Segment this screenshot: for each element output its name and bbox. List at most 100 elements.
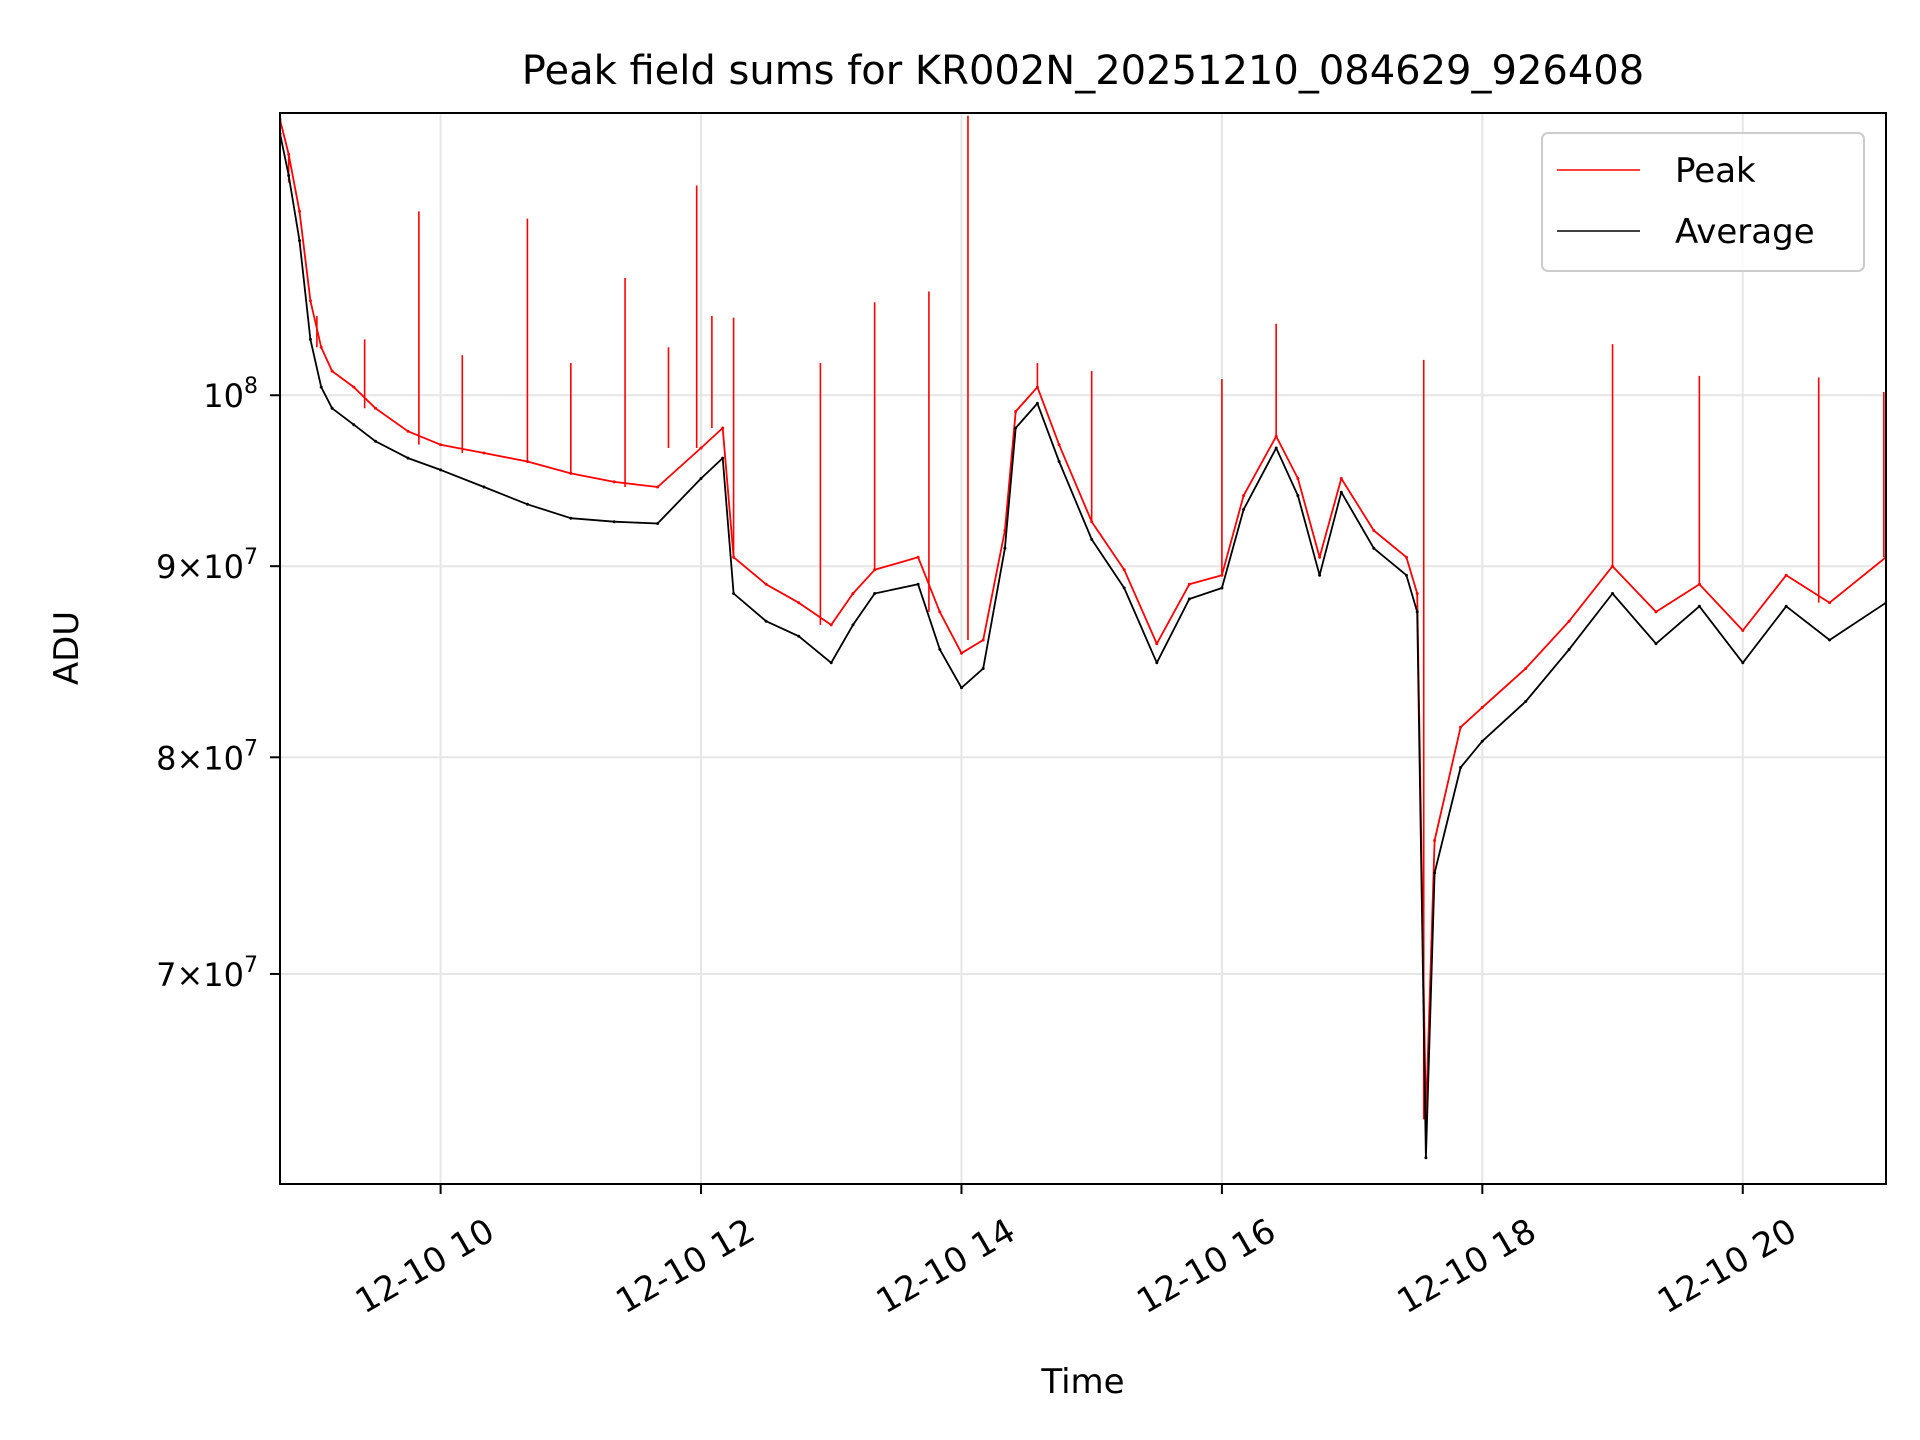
peak-data-point <box>1433 839 1437 842</box>
average-data-point <box>1611 592 1614 595</box>
average-data-point <box>308 337 312 341</box>
peak-data-point <box>1339 477 1343 480</box>
average-data-point <box>1654 642 1658 646</box>
average-data-point <box>699 477 703 480</box>
average-data-point <box>1220 586 1224 590</box>
peak-data-point <box>916 555 920 559</box>
peak-data-point <box>1318 555 1322 559</box>
average-data-point <box>612 520 616 524</box>
legend-peak-label: Peak <box>1675 151 1756 191</box>
peak-data-point <box>1654 610 1658 614</box>
average-data-point <box>1242 508 1246 511</box>
peak-data-point <box>352 385 356 389</box>
peak-data-point <box>797 601 801 605</box>
peak-data-point <box>721 426 725 430</box>
y-axis-label: ADU <box>47 611 87 685</box>
average-data-point <box>1459 766 1463 769</box>
peak-data-point <box>308 299 312 303</box>
legend-box <box>1541 132 1865 272</box>
average-data-point <box>1433 871 1437 875</box>
peak-data-point <box>1014 410 1018 413</box>
average-data-point <box>721 456 725 460</box>
average-data-point <box>1274 446 1278 450</box>
peak-data-point <box>1404 555 1408 559</box>
peak-data-point <box>1155 642 1159 646</box>
average-data-point <box>1057 460 1061 463</box>
y-tick-label: 8×107 <box>156 736 258 777</box>
average-data-point <box>1697 604 1701 608</box>
peak-data-point <box>1122 568 1126 572</box>
peak-data-point <box>1741 629 1745 632</box>
average-data-point <box>1035 401 1039 405</box>
peak-data-point <box>981 638 985 642</box>
average-data-point <box>1372 546 1376 550</box>
peak-data-point <box>1567 619 1571 623</box>
average-data-point <box>1524 700 1528 703</box>
average-data-point <box>851 623 855 627</box>
y-tick-label: 9×107 <box>156 545 258 586</box>
average-data-point <box>764 619 768 623</box>
peak-data-point <box>1372 529 1376 532</box>
average-data-point <box>525 502 529 506</box>
average-data-point <box>1296 494 1300 498</box>
peak-data-point <box>1187 582 1191 586</box>
series-group <box>280 115 1886 1160</box>
legend-average-label: Average <box>1675 212 1815 252</box>
average-data-point <box>1318 573 1322 577</box>
peak-data-point <box>764 582 768 586</box>
average-data-point <box>1122 586 1126 590</box>
peak-data-point <box>938 610 942 614</box>
average-data-point <box>319 385 323 389</box>
average-data-point <box>1424 1156 1428 1160</box>
peak-data-point <box>829 623 833 627</box>
peak-data-point <box>406 429 410 433</box>
peak-data-point <box>612 480 616 484</box>
average-data-point <box>981 667 985 670</box>
average-data-point <box>1155 661 1159 665</box>
peak-data-point <box>656 485 660 489</box>
peak-data-point <box>1784 573 1788 577</box>
average-data-point <box>482 485 486 489</box>
average-data-point <box>287 174 291 177</box>
average-data-point <box>569 516 573 520</box>
average-data-point <box>1828 638 1832 642</box>
peak-data-point <box>1480 705 1484 709</box>
y-axis-ticks: 7×107 8×107 9×107 108 <box>156 374 280 994</box>
peak-data-point <box>298 209 301 213</box>
peak-data-point <box>482 451 486 455</box>
average-data-point <box>1003 546 1007 550</box>
peak-data-point <box>330 369 334 373</box>
average-data-point <box>1014 426 1018 430</box>
peak-data-point <box>1057 443 1061 447</box>
average-data-point <box>656 522 660 525</box>
average-data-point <box>406 456 410 460</box>
average-data-point <box>374 439 377 443</box>
average-data-point <box>797 634 801 638</box>
average-data-point <box>330 406 334 410</box>
average-data-point <box>352 423 356 427</box>
average-data-point <box>960 686 963 690</box>
average-data-point <box>1415 610 1419 614</box>
average-data-point <box>1404 573 1408 577</box>
peak-data-point <box>1296 477 1300 480</box>
peak-data-point <box>851 592 855 595</box>
peak-data-point <box>374 406 377 410</box>
average-data-point <box>829 661 833 665</box>
average-data-point <box>1187 597 1191 601</box>
peak-data-point <box>319 345 323 349</box>
average-data-point <box>916 582 920 586</box>
peak-data-point <box>1242 494 1246 498</box>
average-data-point <box>732 592 736 595</box>
legend: Peak Average <box>1541 132 1865 272</box>
x-axis-label: Time <box>1040 1362 1124 1402</box>
peak-data-point <box>960 651 963 655</box>
peak-data-point <box>1415 592 1419 595</box>
y-tick-label: 7×107 <box>156 953 258 994</box>
average-data-point <box>1741 661 1745 665</box>
peak-data-point <box>699 446 703 450</box>
chart-title: Peak field sums for KR002N_20251210_0846… <box>522 48 1644 94</box>
plot-frame <box>279 112 1887 1185</box>
average-data-point <box>1090 537 1094 541</box>
peak-data-point <box>1459 725 1463 729</box>
